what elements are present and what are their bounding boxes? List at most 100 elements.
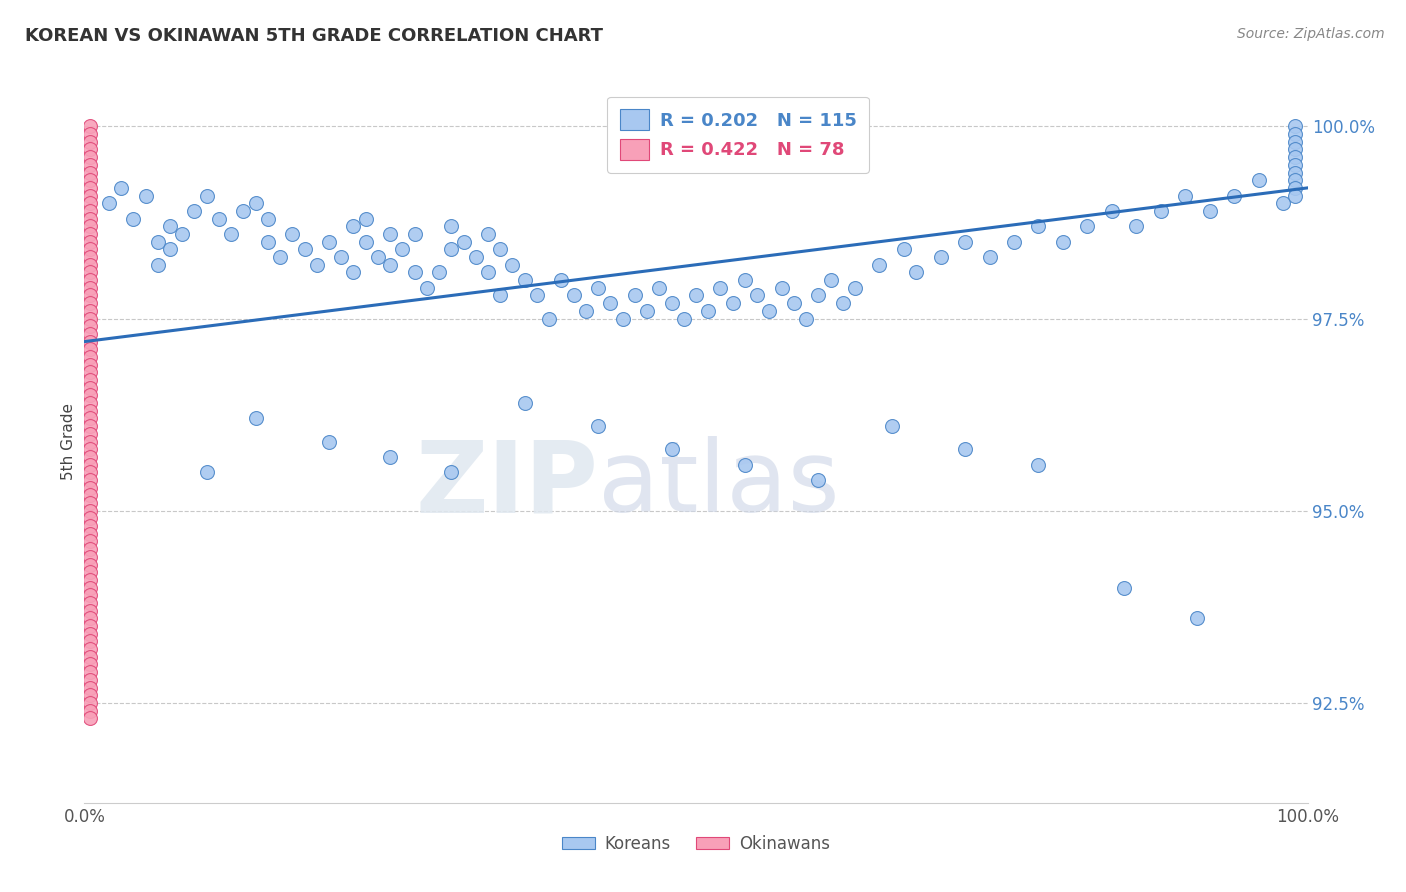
Point — [79, 526, 101, 541]
Point — [807, 473, 830, 487]
Point — [79, 581, 101, 595]
Point — [367, 250, 389, 264]
Point — [427, 265, 450, 279]
Point — [79, 649, 101, 664]
Point — [1076, 219, 1098, 234]
Point — [159, 219, 181, 234]
Point — [219, 227, 242, 241]
Point — [79, 296, 101, 310]
Point — [636, 304, 658, 318]
Point — [526, 288, 548, 302]
Point — [758, 304, 780, 318]
Point — [79, 481, 101, 495]
Point — [1125, 219, 1147, 234]
Point — [79, 488, 101, 502]
Point — [709, 281, 731, 295]
Point — [391, 243, 413, 257]
Point — [354, 211, 377, 226]
Point — [685, 288, 707, 302]
Point — [79, 711, 101, 725]
Point — [1198, 203, 1220, 218]
Point — [1101, 203, 1123, 218]
Point — [79, 596, 101, 610]
Point — [648, 281, 671, 295]
Point — [110, 181, 132, 195]
Point — [440, 465, 463, 479]
Point — [661, 296, 683, 310]
Point — [477, 227, 499, 241]
Point — [79, 473, 101, 487]
Point — [79, 258, 101, 272]
Point — [79, 319, 101, 334]
Point — [79, 227, 101, 241]
Point — [195, 188, 218, 202]
Point — [79, 219, 101, 234]
Point — [586, 419, 609, 434]
Point — [905, 265, 928, 279]
Point — [79, 573, 101, 587]
Point — [79, 143, 101, 157]
Point — [79, 688, 101, 702]
Point — [893, 243, 915, 257]
Point — [1114, 581, 1136, 595]
Point — [269, 250, 291, 264]
Point — [79, 358, 101, 372]
Point — [342, 219, 364, 234]
Point — [734, 273, 756, 287]
Point — [783, 296, 806, 310]
Point — [1002, 235, 1025, 249]
Point — [79, 288, 101, 302]
Point — [1284, 120, 1306, 134]
Point — [79, 696, 101, 710]
Point — [79, 458, 101, 472]
Point — [79, 465, 101, 479]
Point — [79, 704, 101, 718]
Text: KOREAN VS OKINAWAN 5TH GRADE CORRELATION CHART: KOREAN VS OKINAWAN 5TH GRADE CORRELATION… — [25, 27, 603, 45]
Point — [844, 281, 866, 295]
Point — [183, 203, 205, 218]
Point — [79, 334, 101, 349]
Point — [79, 419, 101, 434]
Point — [97, 196, 120, 211]
Point — [330, 250, 353, 264]
Point — [79, 534, 101, 549]
Point — [1284, 127, 1306, 141]
Point — [79, 326, 101, 341]
Point — [159, 243, 181, 257]
Point — [79, 127, 101, 141]
Point — [79, 196, 101, 211]
Point — [208, 211, 231, 226]
Point — [79, 496, 101, 510]
Point — [1284, 135, 1306, 149]
Point — [489, 243, 512, 257]
Point — [979, 250, 1001, 264]
Point — [172, 227, 194, 241]
Point — [245, 196, 267, 211]
Point — [79, 450, 101, 464]
Point — [79, 404, 101, 418]
Point — [721, 296, 744, 310]
Point — [1284, 143, 1306, 157]
Point — [1272, 196, 1295, 211]
Point — [477, 265, 499, 279]
Point — [672, 311, 695, 326]
Point — [318, 434, 340, 449]
Point — [453, 235, 475, 249]
Point — [305, 258, 328, 272]
Point — [79, 173, 101, 187]
Point — [880, 419, 903, 434]
Point — [79, 634, 101, 648]
Point — [734, 458, 756, 472]
Point — [281, 227, 304, 241]
Point — [195, 465, 218, 479]
Point — [79, 519, 101, 533]
Point — [294, 243, 316, 257]
Point — [489, 288, 512, 302]
Legend: Koreans, Okinawans: Koreans, Okinawans — [555, 828, 837, 860]
Point — [612, 311, 634, 326]
Point — [1187, 611, 1209, 625]
Point — [257, 211, 280, 226]
Point — [1284, 188, 1306, 202]
Point — [79, 611, 101, 625]
Point — [575, 304, 598, 318]
